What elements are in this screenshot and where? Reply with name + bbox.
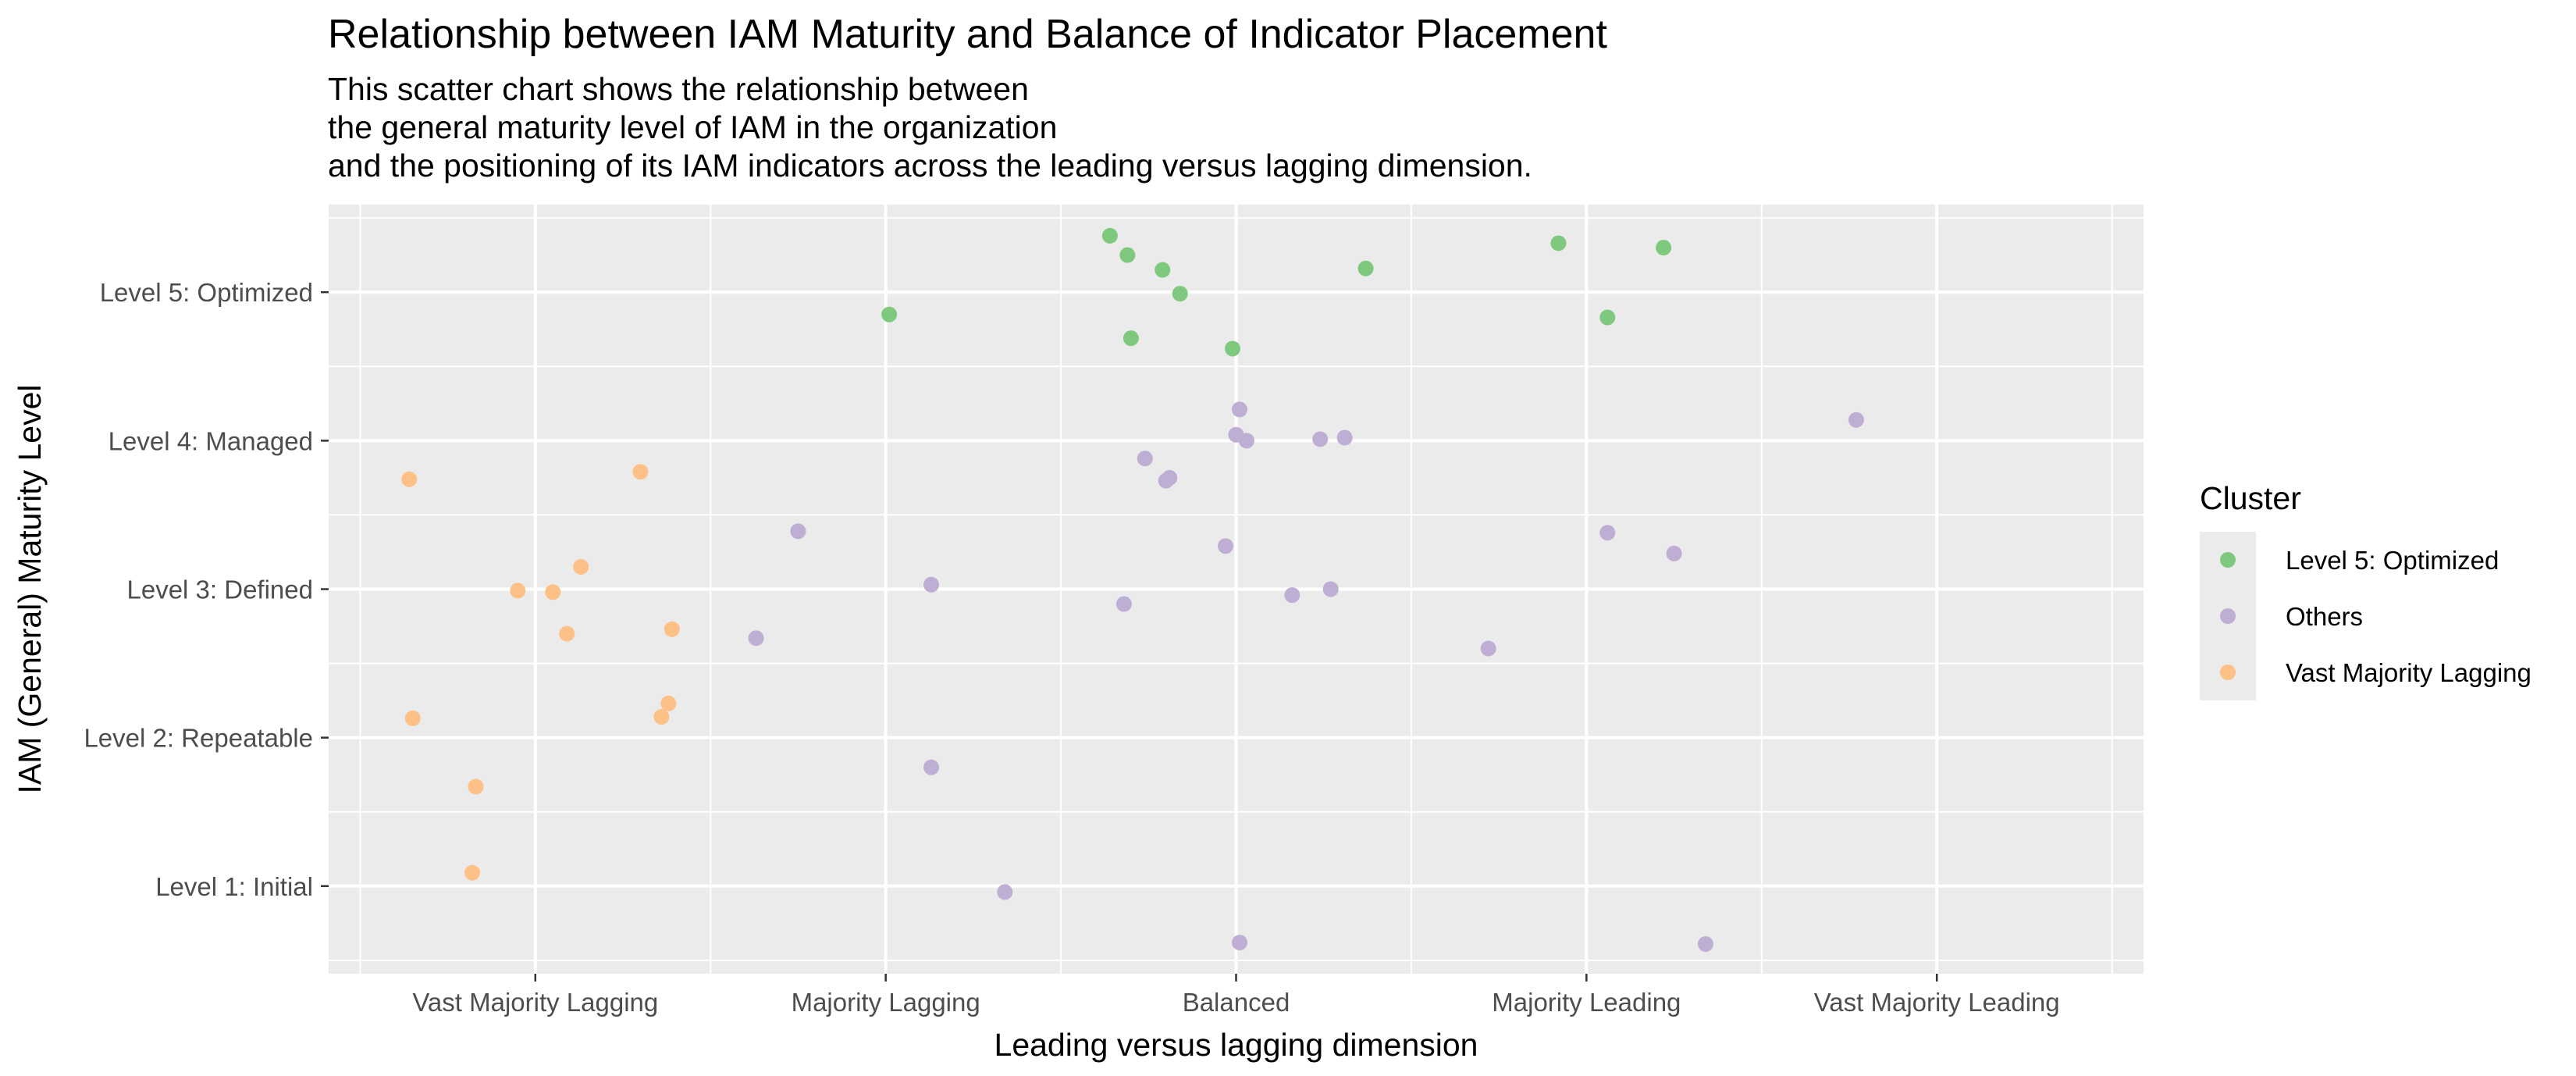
- data-point: [653, 709, 670, 725]
- data-point: [997, 884, 1013, 900]
- data-point: [1656, 240, 1672, 256]
- legend-key-dot: [2220, 608, 2236, 624]
- data-point: [1357, 260, 1374, 276]
- data-point: [1848, 412, 1864, 428]
- data-point: [545, 584, 561, 600]
- data-point: [1115, 596, 1132, 612]
- x-tick-label: Vast Majority Lagging: [412, 988, 658, 1017]
- legend-label: Others: [2286, 602, 2363, 631]
- subtitle-line-2: the general maturity level of IAM in the…: [328, 109, 1058, 145]
- data-point: [1336, 429, 1353, 446]
- data-point: [468, 778, 484, 795]
- data-point: [1225, 340, 1241, 357]
- data-point: [790, 523, 806, 540]
- y-tick-label: Level 3: Defined: [127, 575, 314, 604]
- data-point: [1666, 545, 1682, 561]
- data-point: [1172, 286, 1188, 302]
- data-point: [1119, 247, 1136, 263]
- data-point: [401, 471, 418, 487]
- data-point: [1284, 587, 1300, 604]
- data-point: [632, 464, 649, 480]
- data-point: [573, 558, 589, 575]
- data-point: [1158, 472, 1174, 489]
- data-point: [1697, 935, 1713, 952]
- chart-title: Relationship between IAM Maturity and Ba…: [328, 12, 1607, 57]
- legend-key-dot: [2220, 552, 2236, 568]
- data-point: [748, 630, 764, 647]
- x-tick-label: Vast Majority Leading: [1814, 988, 2060, 1017]
- legend-key-dot: [2220, 664, 2236, 680]
- gridlines: [329, 205, 2144, 974]
- legend-label: Vast Majority Lagging: [2286, 658, 2532, 687]
- data-point: [464, 864, 481, 881]
- data-point: [404, 710, 421, 726]
- x-tick-label: Majority Leading: [1492, 988, 1681, 1017]
- y-tick-label: Level 1: Initial: [155, 872, 313, 901]
- data-point: [559, 625, 575, 642]
- legend-label: Level 5: Optimized: [2286, 546, 2499, 575]
- data-point: [510, 583, 526, 599]
- data-point: [1218, 538, 1234, 554]
- data-point: [1231, 401, 1247, 418]
- y-tick-label: Level 4: Managed: [109, 426, 313, 455]
- y-tick-label: Level 2: Repeatable: [84, 724, 313, 753]
- data-point: [1480, 640, 1496, 657]
- data-point: [923, 759, 940, 775]
- data-point: [1231, 935, 1247, 951]
- data-point: [1599, 525, 1616, 541]
- x-axis: Vast Majority Lagging Majority Lagging Bal…: [412, 974, 2060, 1017]
- data-point: [1155, 262, 1171, 278]
- subtitle-line-1: This scatter chart shows the relationshi…: [328, 71, 1029, 107]
- data-point: [1322, 581, 1339, 597]
- data-point: [1312, 431, 1329, 447]
- data-point: [664, 621, 680, 637]
- data-point: [881, 306, 898, 322]
- data-point: [1101, 227, 1118, 244]
- data-point: [923, 576, 940, 593]
- legend-title: Cluster: [2200, 480, 2301, 516]
- data-point: [1137, 451, 1153, 467]
- y-axis: Level 1: Initial Level 2: Repeatable Level…: [84, 278, 329, 901]
- data-point: [1123, 330, 1139, 347]
- x-tick-label: Majority Lagging: [792, 988, 980, 1017]
- data-points: [401, 227, 1864, 952]
- chart-subtitle: This scatter chart shows the relationshi…: [328, 70, 1532, 185]
- legend: Cluster Level 5: Optimized Others Vast Majo…: [2200, 480, 2532, 700]
- x-axis-title: Leading versus lagging dimension: [994, 1027, 1478, 1063]
- data-point: [1550, 235, 1567, 251]
- data-point: [1238, 433, 1254, 449]
- subtitle-line-3: and the positioning of its IAM indicator…: [328, 148, 1532, 183]
- y-tick-label: Level 5: Optimized: [100, 278, 313, 307]
- x-tick-label: Balanced: [1183, 988, 1290, 1017]
- y-axis-title: IAM (General) Maturity Level: [12, 384, 48, 793]
- data-point: [1599, 309, 1616, 326]
- data-point: [660, 695, 677, 711]
